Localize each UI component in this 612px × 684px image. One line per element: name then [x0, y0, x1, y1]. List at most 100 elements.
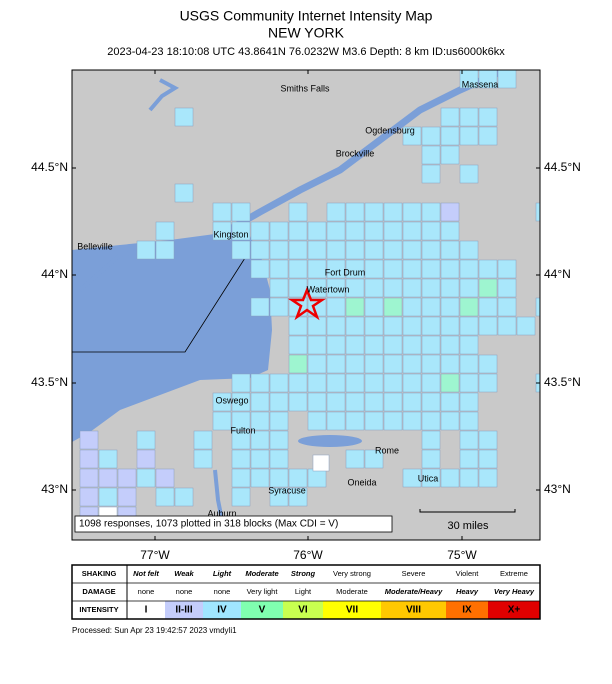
intensity-block	[288, 354, 308, 374]
legend-damage: none	[138, 587, 155, 596]
intensity-block	[440, 373, 460, 393]
scale-bar	[419, 509, 516, 513]
intensity-block	[535, 297, 540, 317]
intensity-block	[478, 259, 498, 279]
place-label: Oswego	[215, 395, 248, 405]
intensity-block	[383, 354, 403, 374]
intensity-block	[345, 297, 365, 317]
lat-label: 44.5°N	[544, 160, 581, 174]
place-label: Auburn	[207, 508, 236, 518]
intensity-block	[402, 278, 422, 298]
oneida-lake	[298, 435, 362, 447]
intensity-block	[288, 468, 308, 488]
epicenter	[287, 286, 327, 321]
subtitle: 2023-04-23 18:10:08 UTC 43.8641N 76.0232…	[107, 46, 505, 58]
intensity-block	[269, 449, 289, 469]
intensity-block	[383, 240, 403, 260]
intensity-swatch	[241, 601, 283, 619]
intensity-swatch	[127, 601, 165, 619]
intensity-block	[402, 316, 422, 336]
legend-intensity: II-III	[175, 605, 192, 616]
legend-intensity: IV	[217, 605, 227, 616]
intensity-block	[402, 126, 422, 146]
intensity-block	[421, 335, 441, 355]
legend-intensity: VII	[346, 605, 358, 616]
intensity-block	[345, 354, 365, 374]
place-label: Ogdensburg	[365, 125, 415, 135]
intensity-block	[364, 449, 384, 469]
intensity-block	[345, 449, 365, 469]
intensity-block	[459, 316, 479, 336]
intensity-block	[98, 468, 118, 488]
intensity-block	[288, 316, 308, 336]
intensity-block	[288, 259, 308, 279]
intensity-block	[440, 221, 460, 241]
intensity-block	[402, 411, 422, 431]
intensity-block	[307, 468, 327, 488]
footer: Processed: Sun Apr 23 19:42:57 2023 vmdy…	[72, 626, 237, 635]
intensity-block	[250, 468, 270, 488]
intensity-block	[155, 487, 175, 507]
intensity-block	[383, 221, 403, 241]
intensity-block	[459, 259, 479, 279]
intensity-block	[345, 221, 365, 241]
intensity-swatch	[446, 601, 488, 619]
intensity-block	[79, 468, 99, 488]
intensity-block	[326, 354, 346, 374]
intensity-block	[326, 259, 346, 279]
intensity-block	[231, 487, 251, 507]
intensity-block	[193, 449, 213, 469]
intensity-block	[288, 335, 308, 355]
intensity-block	[478, 468, 498, 488]
place-label: Utica	[418, 473, 439, 483]
intensity-block	[307, 316, 327, 336]
intensity-block	[231, 221, 251, 241]
intensity-block	[326, 297, 346, 317]
intensity-block	[117, 468, 137, 488]
intensity-block	[421, 316, 441, 336]
intensity-block	[516, 316, 536, 336]
intensity-block	[288, 240, 308, 260]
intensity-block	[212, 411, 232, 431]
intensity-block	[478, 316, 498, 336]
intensity-block	[136, 449, 156, 469]
intensity-block	[459, 354, 479, 374]
intensity-block	[459, 70, 479, 89]
intensity-block	[440, 126, 460, 146]
intensity-block	[497, 297, 517, 317]
intensity-swatch	[203, 601, 241, 619]
intensity-block	[459, 411, 479, 431]
intensity-block	[269, 221, 289, 241]
intensity-swatch	[323, 601, 381, 619]
intensity-block	[307, 354, 327, 374]
intensity-block	[250, 373, 270, 393]
intensity-block	[440, 202, 460, 222]
intensity-block	[345, 278, 365, 298]
lat-label: 43.5°N	[544, 375, 581, 389]
intensity-block	[478, 449, 498, 469]
intensity-block	[307, 411, 327, 431]
intensity-block	[459, 107, 479, 127]
intensity-block	[402, 202, 422, 222]
intensity-block	[364, 202, 384, 222]
intensity-block	[497, 278, 517, 298]
intensity-block	[459, 373, 479, 393]
intensity-block	[231, 411, 251, 431]
intensity-block	[421, 259, 441, 279]
title: USGS Community Internet Intensity Map	[180, 8, 433, 24]
intensity-block	[174, 183, 194, 203]
map-frame	[71, 69, 541, 541]
intensity-block	[421, 202, 441, 222]
summary-box	[74, 515, 393, 533]
legend-damage: Heavy	[456, 587, 479, 596]
intensity-block	[383, 202, 403, 222]
intensity-block	[326, 278, 346, 298]
intensity-block	[440, 335, 460, 355]
intensity-block	[440, 392, 460, 412]
scale-label: 30 miles	[448, 520, 489, 532]
intensity-block	[269, 430, 289, 450]
legend-shaking: Very strong	[333, 569, 371, 578]
intensity-block	[155, 468, 175, 488]
intensity-block	[421, 430, 441, 450]
intensity-block	[174, 107, 194, 127]
